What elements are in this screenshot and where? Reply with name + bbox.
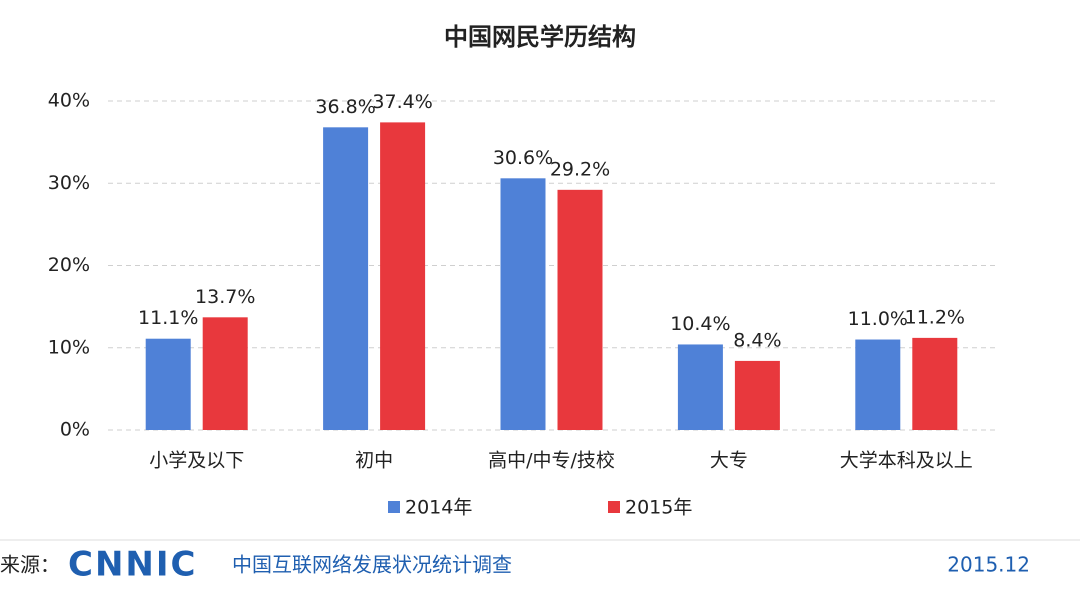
data-label: 37.4% (372, 91, 432, 113)
bar (734, 360, 780, 430)
bar (557, 189, 603, 430)
source: 中国互联网络发展状况统计调查 (232, 553, 512, 577)
bar (855, 339, 901, 430)
y-tick-label: 20% (48, 254, 90, 276)
data-label: 30.6% (493, 147, 553, 169)
data-label: 13.7% (195, 286, 255, 308)
bar (380, 122, 426, 430)
bar (912, 337, 958, 430)
bar (145, 338, 191, 430)
data-label: 11.0% (848, 308, 908, 330)
chart-title: 中国网民学历结构 (444, 23, 636, 51)
x-tick-label: 高中/中专/技校 (488, 450, 615, 472)
data-label: 29.2% (550, 158, 610, 180)
data-label: 11.1% (138, 307, 198, 329)
y-tick-label: 40% (48, 90, 90, 112)
x-tick-label: 大专 (710, 450, 748, 472)
data-label: 10.4% (670, 313, 730, 335)
bar (323, 127, 369, 430)
x-tick-label: 初中 (355, 450, 393, 472)
y-tick-label: 0% (60, 419, 90, 441)
legend-swatch (608, 501, 620, 513)
date: 2015.12 (947, 553, 1030, 577)
bar (677, 344, 723, 430)
logo: CNNIC (68, 545, 197, 585)
data-label: 11.2% (905, 306, 965, 328)
bar (500, 178, 546, 430)
legend-label: 2015年 (625, 497, 692, 519)
x-tick-label: 小学及以下 (149, 450, 244, 472)
x-tick-label: 大学本科及以上 (840, 450, 973, 472)
y-tick-label: 10% (48, 336, 90, 358)
legend-swatch (388, 501, 400, 513)
legend-label: 2014年 (405, 497, 472, 519)
data-label: 8.4% (733, 329, 781, 351)
bar (202, 317, 248, 430)
data-label: 36.8% (315, 96, 375, 118)
y-tick-label: 30% (48, 172, 90, 194)
source-label: 来源： (0, 553, 60, 577)
